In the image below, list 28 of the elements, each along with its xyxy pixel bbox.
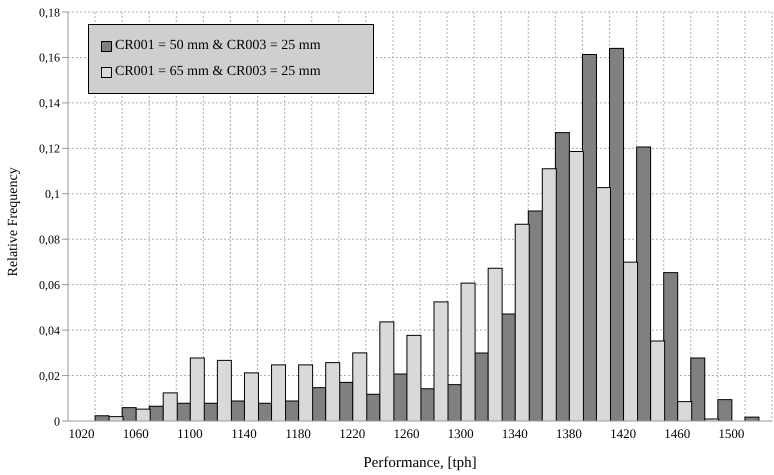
y-tick-label: 0,08	[39, 232, 60, 246]
legend-label: CR001 = 50 mm & CR003 = 25 mm	[115, 37, 321, 55]
x-tick-label: 1300	[448, 426, 474, 442]
legend-label: CR001 = 65 mm & CR003 = 25 mm	[115, 63, 321, 81]
y-tick-label: 0,18	[39, 5, 60, 20]
x-axis-title: Performance, [tph]	[363, 455, 477, 471]
x-tick-label: 1420	[610, 426, 636, 442]
x-tick-label: 1140	[231, 426, 257, 442]
x-tick-label: 1060	[122, 426, 149, 442]
x-tick-label: 1500	[718, 426, 744, 442]
x-tick-label: 1020	[68, 426, 95, 442]
y-tick-label: 0,04	[39, 323, 60, 338]
x-tick-label: 1260	[393, 426, 420, 442]
x-tick-label: 1460	[664, 426, 690, 442]
y-axis-title: Relative Frequency	[6, 167, 21, 276]
x-tick-label: 1100	[177, 426, 203, 442]
x-tick-label: 1220	[339, 426, 366, 442]
x-tick-label: 1340	[502, 426, 528, 442]
y-tick-label: 0,02	[39, 368, 60, 383]
y-tick-label: 0,1	[45, 187, 60, 202]
bar	[744, 416, 760, 421]
y-tick-label: 0,16	[39, 50, 60, 65]
x-tick-label: 1380	[556, 426, 582, 442]
y-tick-label: 0,14	[39, 96, 60, 110]
x-tick-label: 1180	[285, 426, 311, 442]
y-tick-label: 0,06	[39, 278, 60, 292]
y-tick-label: 0,12	[39, 142, 60, 156]
y-tick-label: 0	[54, 414, 60, 428]
